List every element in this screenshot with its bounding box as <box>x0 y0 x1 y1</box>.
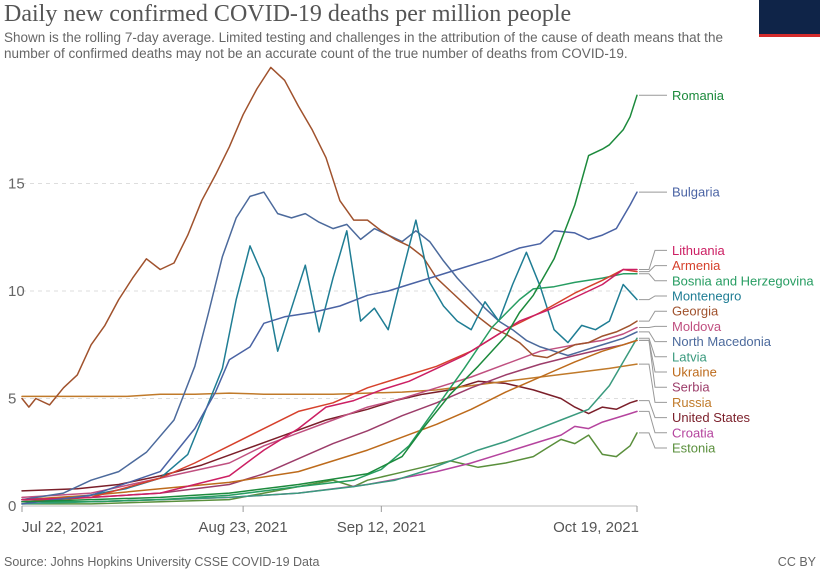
label-connector-estonia <box>639 432 667 449</box>
series-label-ukraine[interactable]: Ukraine <box>672 365 717 380</box>
series-line-russia[interactable] <box>21 363 638 398</box>
series-line-serbia[interactable] <box>21 339 638 501</box>
grid-lines: 0 5 10 15 <box>8 176 637 515</box>
series-line-georgia[interactable] <box>21 66 638 408</box>
series-line-bosnia-and-herzegovina[interactable] <box>21 273 638 503</box>
x-tick-label: Aug 23, 2021 <box>198 519 287 536</box>
label-connector-north-macedonia <box>639 331 667 343</box>
label-connector-moldova <box>639 325 667 328</box>
series-line-armenia[interactable] <box>21 268 638 503</box>
series-line-ukraine[interactable] <box>21 339 638 501</box>
label-connector-croatia <box>639 410 667 434</box>
series-label-russia[interactable]: Russia <box>672 395 713 410</box>
series-label-armenia[interactable]: Armenia <box>672 258 721 273</box>
series-line-united-states[interactable] <box>21 380 638 492</box>
label-connector-latvia <box>639 337 667 358</box>
series-line-lithuania[interactable] <box>21 268 638 501</box>
series-label-estonia[interactable]: Estonia <box>672 441 716 456</box>
label-connector-ukraine <box>639 339 667 373</box>
brand-logo[interactable] <box>759 0 820 37</box>
series-lines <box>21 66 638 505</box>
x-tick-label: Sep 12, 2021 <box>337 519 426 536</box>
series-label-lithuania[interactable]: Lithuania <box>672 243 726 258</box>
series-line-moldova[interactable] <box>21 326 638 499</box>
series-label-bulgaria[interactable]: Bulgaria <box>672 185 720 200</box>
series-label-serbia[interactable]: Serbia <box>672 380 710 395</box>
series-line-bulgaria[interactable] <box>21 191 638 505</box>
series-label-latvia[interactable]: Latvia <box>672 349 707 364</box>
series-line-montenegro[interactable] <box>21 219 638 503</box>
label-connector-armenia <box>639 265 667 273</box>
y-tick-label: 0 <box>8 498 16 515</box>
x-axis: Jul 22, 2021 Aug 23, 2021 Sep 12, 2021 Oct … <box>21 506 639 536</box>
chart-title: Daily new confirmed COVID-19 deaths per … <box>4 1 572 27</box>
series-label-montenegro[interactable]: Montenegro <box>672 289 741 304</box>
series-line-romania[interactable] <box>21 94 638 503</box>
series-label-croatia[interactable]: Croatia <box>672 425 715 440</box>
label-connector-montenegro <box>639 295 667 301</box>
series-label-romania[interactable]: Romania <box>672 88 725 103</box>
source-note: Source: Johns Hopkins University CSSE CO… <box>4 555 320 569</box>
y-tick-label: 10 <box>8 283 25 300</box>
series-line-north-macedonia[interactable] <box>21 191 638 501</box>
chart-subtitle: Shown is the rolling 7-day average. Limi… <box>4 30 723 61</box>
label-connector-lithuania <box>639 249 667 270</box>
series-line-latvia[interactable] <box>21 337 638 505</box>
label-connector-russia <box>639 363 667 403</box>
label-connector-bosnia-and-herzegovina <box>639 273 667 282</box>
x-tick-label: Oct 19, 2021 <box>553 519 639 536</box>
series-label-moldova[interactable]: Moldova <box>672 319 722 334</box>
label-connector-united-states <box>639 400 667 419</box>
series-label-united-states[interactable]: United States <box>672 410 751 425</box>
series-label-north-macedonia[interactable]: North Macedonia <box>672 334 772 349</box>
x-tick-label: Jul 22, 2021 <box>22 519 104 536</box>
label-connector-georgia <box>639 310 667 322</box>
y-tick-label: 5 <box>8 391 16 408</box>
license-link[interactable]: CC BY <box>777 555 816 569</box>
label-connector-serbia <box>639 339 667 388</box>
series-label-georgia[interactable]: Georgia <box>672 304 719 319</box>
series-label-bosnia-and-herzegovina[interactable]: Bosnia and Herzegovina <box>672 273 814 288</box>
y-tick-label: 15 <box>8 176 25 193</box>
